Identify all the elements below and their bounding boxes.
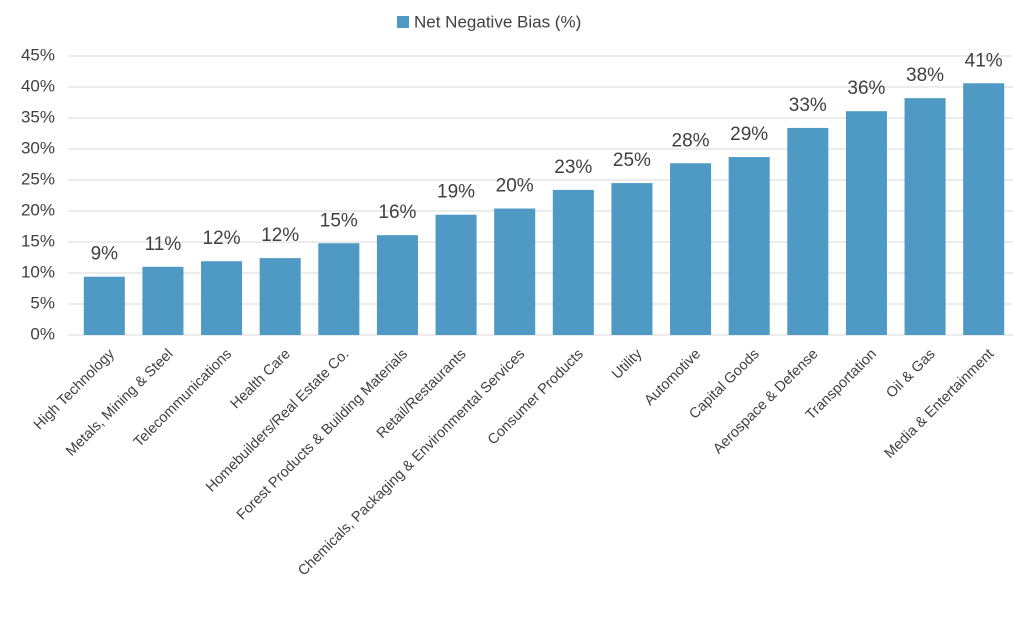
bar xyxy=(318,243,360,335)
data-label: 28% xyxy=(672,130,710,151)
data-label: 9% xyxy=(91,244,119,265)
data-label: 15% xyxy=(320,210,358,231)
bar xyxy=(845,111,887,336)
x-tick-label: Consumer Products xyxy=(485,346,587,448)
bar xyxy=(494,208,536,335)
bar xyxy=(963,83,1005,335)
y-tick-label: 30% xyxy=(21,138,55,157)
y-tick-label: 25% xyxy=(21,169,55,188)
data-label: 16% xyxy=(378,202,416,223)
data-label: 33% xyxy=(789,95,827,116)
bar xyxy=(670,163,712,335)
y-tick-label: 10% xyxy=(21,262,55,281)
x-tick-label: Oil & Gas xyxy=(883,346,938,401)
y-tick-label: 45% xyxy=(21,45,55,64)
bar xyxy=(83,276,125,335)
y-tick-label: 40% xyxy=(21,76,55,95)
legend-swatch xyxy=(397,16,409,28)
x-tick-label: Media & Entertainment xyxy=(882,346,998,462)
bar xyxy=(728,157,770,335)
bar xyxy=(201,261,243,335)
x-tick-label: Telecommunications xyxy=(131,346,235,450)
data-label: 36% xyxy=(847,78,885,99)
bar xyxy=(787,127,829,335)
bar xyxy=(904,98,946,335)
y-tick-label: 35% xyxy=(21,107,55,126)
y-tick-label: 0% xyxy=(30,324,55,343)
x-tick-label: Chemicals, Packaging & Environmental Ser… xyxy=(295,346,528,579)
y-tick-label: 5% xyxy=(30,293,55,312)
legend-label: Net Negative Bias (%) xyxy=(414,12,581,31)
bar xyxy=(611,183,653,335)
data-label: 12% xyxy=(203,228,241,249)
data-label: 29% xyxy=(730,124,768,145)
data-label: 41% xyxy=(965,50,1003,71)
data-label: 11% xyxy=(145,234,182,255)
data-label: 23% xyxy=(554,157,592,178)
data-label: 12% xyxy=(261,225,299,246)
bar xyxy=(552,189,594,335)
data-label: 25% xyxy=(613,150,651,171)
data-label: 19% xyxy=(437,182,475,203)
y-tick-label: 20% xyxy=(21,200,55,219)
bar xyxy=(376,235,418,335)
x-tick-label: Metals, Mining & Steel xyxy=(63,346,176,459)
y-tick-label: 15% xyxy=(21,231,55,250)
data-label: 20% xyxy=(496,176,534,197)
x-tick-label: Automotive xyxy=(641,346,704,409)
x-tick-label: Aerospace & Defense xyxy=(710,346,821,457)
data-label: 38% xyxy=(906,65,944,86)
bar xyxy=(259,258,301,335)
bar xyxy=(142,266,184,335)
x-tick-label: Utility xyxy=(609,346,646,383)
bar xyxy=(435,214,477,335)
